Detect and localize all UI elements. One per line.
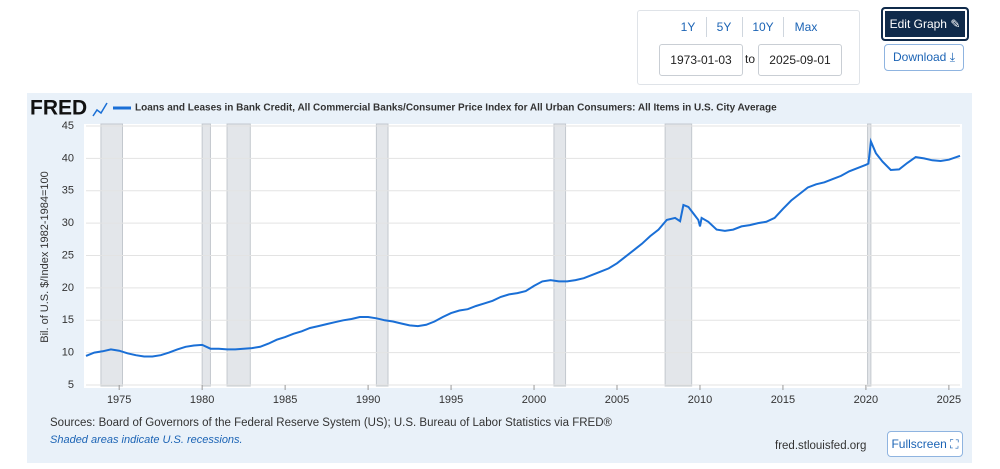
y-tick-label: 25	[62, 249, 74, 261]
source-note: Sources: Board of Governors of the Feder…	[50, 417, 612, 429]
y-tick-label: 5	[68, 379, 74, 391]
x-tick-label: 2000	[522, 394, 546, 406]
separator	[783, 17, 784, 37]
range-button[interactable]: Max	[794, 20, 818, 34]
y-tick-label: 15	[62, 314, 74, 326]
series-line	[85, 137, 961, 358]
x-tick-label: 1990	[356, 394, 380, 406]
recession-note: Shaded areas indicate U.S. recessions.	[50, 434, 243, 446]
button-label: Fullscreen	[891, 437, 947, 451]
to-label: to	[745, 52, 756, 66]
logo: FRED	[30, 97, 87, 120]
separator	[706, 17, 707, 37]
x-tick-label: 1995	[439, 394, 463, 406]
y-tick-label: 35	[62, 185, 74, 197]
range-button[interactable]: 10Y	[752, 20, 774, 34]
x-tick-label: 2010	[688, 394, 712, 406]
x-tick-label: 1985	[273, 394, 297, 406]
y-tick-label: 30	[62, 217, 74, 229]
x-tick-label: 2015	[771, 394, 795, 406]
x-tick-label: 2005	[605, 394, 629, 406]
end-date[interactable]: 2025-09-01	[758, 44, 842, 76]
x-tick-label: 1980	[190, 394, 214, 406]
x-tick-label: 2025	[937, 394, 961, 406]
x-tick-label: 2020	[854, 394, 878, 406]
button-label: Download	[892, 50, 947, 64]
y-tick-label: 45	[62, 120, 74, 132]
y-tick-label: 40	[62, 152, 74, 164]
start-date[interactable]: 1973-01-03	[659, 44, 743, 76]
logo-icon	[92, 102, 108, 117]
range-box	[637, 10, 860, 85]
fullscreen-button[interactable]: Fullscreen ⛶	[887, 431, 963, 457]
download-button[interactable]: Download ⤓	[884, 44, 964, 71]
y-axis-label: Bil. of U.S. $/Index 1982-1984=100	[39, 171, 51, 343]
x-tick-label: 1975	[107, 394, 131, 406]
range-button[interactable]: 1Y	[680, 20, 696, 34]
y-tick-label: 10	[62, 347, 74, 359]
legend-label: Loans and Leases in Bank Credit, All Com…	[135, 103, 777, 114]
button-label: Edit Graph	[889, 17, 947, 31]
site-link[interactable]: fred.stlouisfed.org	[775, 440, 866, 452]
edit-graph-button[interactable]: Edit Graph ✎	[881, 7, 969, 41]
range-button[interactable]: 5Y	[716, 20, 732, 34]
y-tick-label: 20	[62, 282, 74, 294]
separator	[742, 17, 743, 37]
